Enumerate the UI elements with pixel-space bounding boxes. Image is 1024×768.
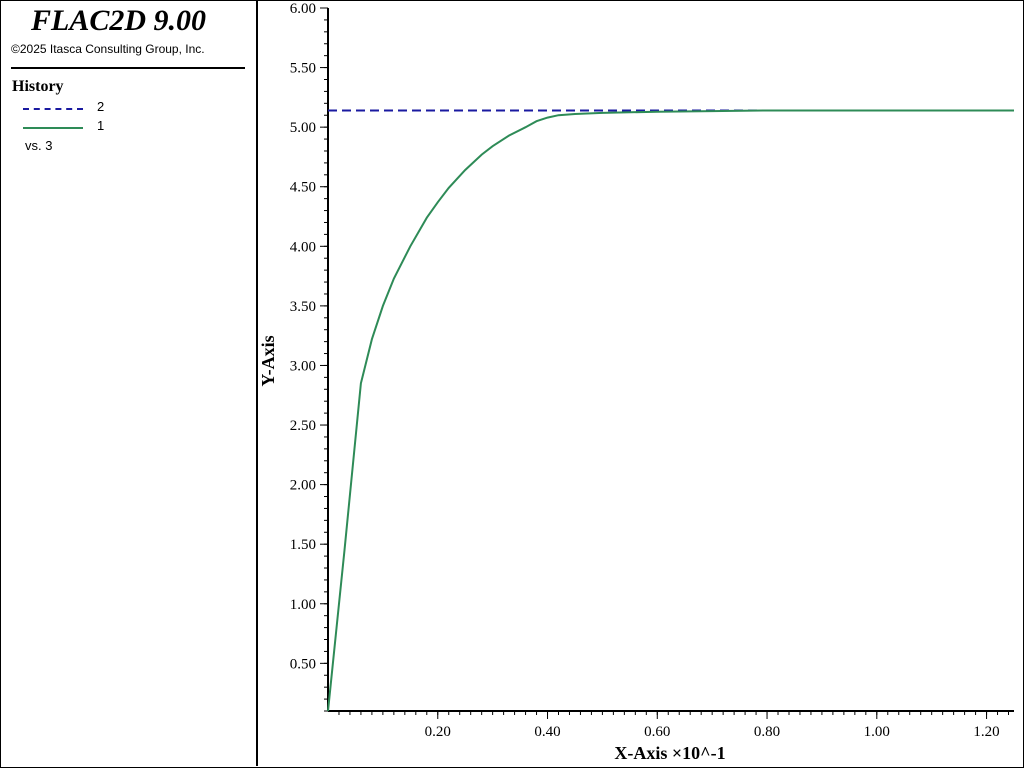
history-chart: 0.50 1.00 1.50 2.00 2.50 3.00 3.50 4.00 4.50 5.00… bbox=[258, 1, 1014, 763]
x-tick-label: 0.20 bbox=[425, 724, 451, 740]
x-tick-label: 0.80 bbox=[754, 724, 780, 740]
legend-item-1: 1 bbox=[23, 118, 243, 136]
legend-label: 1 bbox=[97, 118, 105, 133]
solid-line-swatch bbox=[23, 127, 83, 129]
legend-panel: FLAC2D 9.00 ©2025 Itasca Consulting Grou… bbox=[1, 1, 258, 766]
x-tick-label: 0.60 bbox=[644, 724, 670, 740]
y-axis-label: Y-Axis bbox=[258, 335, 278, 386]
chart-axes bbox=[327, 8, 1014, 712]
y-tick-label: 6.00 bbox=[290, 1, 316, 17]
legend-item-2: 2 bbox=[23, 99, 243, 117]
x-tick-label: 1.00 bbox=[864, 724, 890, 740]
y-tick-label: 0.50 bbox=[290, 656, 316, 672]
x-tick-label: 1.20 bbox=[973, 724, 999, 740]
x-tick-label: 0.40 bbox=[534, 724, 560, 740]
y-tick-label: 5.00 bbox=[290, 120, 316, 136]
y-tick-label: 4.50 bbox=[290, 180, 316, 196]
y-tick-label: 4.00 bbox=[290, 239, 316, 255]
x-axis-label: X-Axis ×10^-1 bbox=[614, 743, 725, 763]
copyright-text: ©2025 Itasca Consulting Group, Inc. bbox=[11, 42, 205, 56]
y-tick-label: 3.50 bbox=[290, 299, 316, 315]
chart-ticks: 0.50 1.00 1.50 2.00 2.50 3.00 3.50 4.00 4.50 5.00… bbox=[290, 1, 1010, 740]
versus-label: vs. 3 bbox=[25, 138, 53, 153]
chart-series bbox=[327, 109, 1014, 712]
series-line-1 bbox=[327, 109, 1014, 712]
y-tick-label: 1.50 bbox=[290, 537, 316, 553]
app-title: FLAC2D 9.00 bbox=[31, 4, 207, 37]
legend-label: 2 bbox=[97, 99, 105, 114]
y-tick-label: 2.50 bbox=[290, 418, 316, 434]
y-tick-label: 2.00 bbox=[290, 478, 316, 494]
dashed-line-swatch bbox=[23, 108, 83, 110]
y-tick-label: 1.00 bbox=[290, 597, 316, 613]
legend-title: History bbox=[12, 78, 64, 95]
y-tick-label: 3.00 bbox=[290, 358, 316, 374]
y-tick-label: 5.50 bbox=[290, 61, 316, 77]
separator-line bbox=[11, 67, 245, 69]
